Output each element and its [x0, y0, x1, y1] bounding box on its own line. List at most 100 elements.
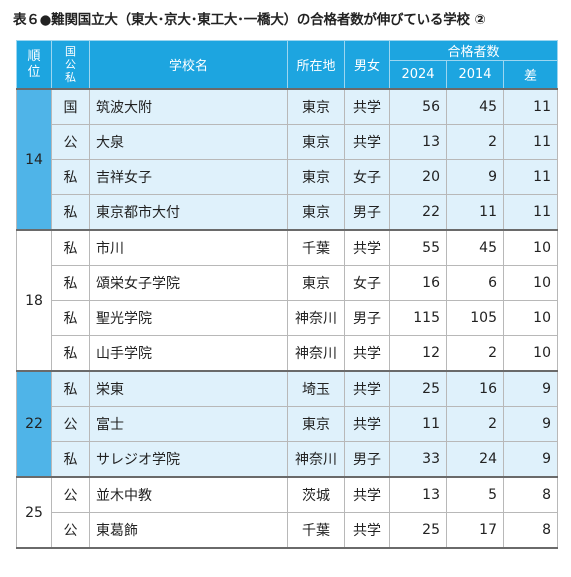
type-cell: 公 — [51, 476, 90, 513]
count-2024-cell: 13 — [389, 476, 447, 513]
gender-cell: 共学 — [344, 512, 390, 549]
diff-cell: 9 — [503, 370, 558, 407]
type-cell: 公 — [51, 124, 90, 160]
school-name-cell: サレジオ学院 — [89, 441, 288, 478]
type-cell: 私 — [51, 229, 90, 266]
type-cell: 私 — [51, 335, 90, 372]
school-name-cell: 山手学院 — [89, 335, 288, 372]
count-2014-cell: 2 — [446, 335, 504, 372]
location-cell: 東京 — [287, 265, 345, 301]
type-cell: 私 — [51, 194, 90, 231]
gender-cell: 男子 — [344, 194, 390, 231]
count-2024-cell: 13 — [389, 124, 447, 160]
count-2014-cell: 105 — [446, 300, 504, 336]
diff-cell: 11 — [503, 124, 558, 160]
type-cell: 私 — [51, 159, 90, 195]
count-2024-cell: 16 — [389, 265, 447, 301]
diff-cell: 10 — [503, 300, 558, 336]
location-cell: 千葉 — [287, 512, 345, 549]
rank-group: 22 私 栄東 埼玉 共学 25 16 9 公富士 東京 共学 11 2 9 私サレジオ学院 神奈川 男子 33 2… — [16, 370, 558, 478]
count-2014-cell: 17 — [446, 512, 504, 549]
type-cell: 私 — [51, 300, 90, 336]
location-cell: 神奈川 — [287, 441, 345, 478]
school-name-cell: 頌栄女子学院 — [89, 265, 288, 301]
location-cell: 東京 — [287, 406, 345, 442]
rank-cell: 25 — [16, 476, 52, 549]
results-table: 順位 国公私 学校名 所在地 男女 合格者数 2024 2014 差 14 国筑波… — [16, 40, 558, 549]
table-row: 私頌栄女子学院 東京 女子 16 6 10 — [17, 265, 558, 301]
location-cell: 東京 — [287, 194, 345, 231]
count-2024-cell: 55 — [389, 229, 447, 266]
gender-cell: 女子 — [344, 265, 390, 301]
table-row: 私聖光学院 神奈川 男子 115 105 10 — [17, 300, 558, 336]
location-cell: 神奈川 — [287, 300, 345, 336]
count-2014-cell: 11 — [446, 194, 504, 231]
location-cell: 千葉 — [287, 229, 345, 266]
header-rank: 順位 — [16, 40, 52, 90]
diff-cell: 9 — [503, 406, 558, 442]
school-name-cell: 筑波大附 — [89, 88, 288, 125]
gender-cell: 男子 — [344, 300, 390, 336]
location-cell: 東京 — [287, 159, 345, 195]
location-cell: 茨城 — [287, 476, 345, 513]
count-2024-cell: 33 — [389, 441, 447, 478]
table-row: 公富士 東京 共学 11 2 9 — [17, 406, 558, 442]
count-2024-cell: 25 — [389, 370, 447, 407]
gender-cell: 共学 — [344, 229, 390, 266]
type-cell: 国 — [51, 88, 90, 125]
header-gender: 男女 — [344, 40, 390, 90]
diff-cell: 8 — [503, 476, 558, 513]
table-row: 22 私 栄東 埼玉 共学 25 16 9 — [16, 370, 558, 478]
diff-cell: 11 — [503, 194, 558, 231]
school-name-cell: 東京都市大付 — [89, 194, 288, 231]
page-title: 表６●難関国立大（東大･京大･東工大･一橋大）の合格者数が伸びている学校 ② — [13, 12, 486, 28]
diff-cell: 8 — [503, 512, 558, 549]
diff-cell: 11 — [503, 159, 558, 195]
count-2024-cell: 56 — [389, 88, 447, 125]
header-type: 国公私 — [51, 40, 90, 90]
diff-cell: 11 — [503, 88, 558, 125]
count-2014-cell: 9 — [446, 159, 504, 195]
count-2014-cell: 45 — [446, 88, 504, 125]
type-cell: 私 — [51, 441, 90, 478]
diff-cell: 10 — [503, 265, 558, 301]
school-name-cell: 市川 — [89, 229, 288, 266]
rank-group: 14 国筑波大附 東京 共学 56 45 11 公大泉 東京 共学 13 2 11 私吉祥女子 東京 女子 20… — [16, 88, 558, 231]
count-2024-cell: 25 — [389, 512, 447, 549]
rank-group: 18 私市川 千葉 共学 55 45 10 私頌栄女子学院 東京 女子 16 6 10 私聖光学院 神奈川男… — [16, 229, 558, 372]
gender-cell: 共学 — [344, 476, 390, 513]
type-cell: 公 — [51, 512, 90, 549]
type-cell: 公 — [51, 406, 90, 442]
table-row: 公東葛飾 千葉 共学 25 17 8 — [17, 512, 558, 549]
count-2014-cell: 2 — [446, 124, 504, 160]
gender-cell: 共学 — [344, 335, 390, 372]
location-cell: 埼玉 — [287, 370, 345, 407]
table-row: 公大泉 東京 共学 13 2 11 — [17, 124, 558, 160]
table-row: 25 公並木中教 茨城 共学 13 5 8 — [16, 476, 558, 549]
header-location: 所在地 — [287, 40, 345, 90]
header-count-group: 合格者数 — [389, 40, 558, 61]
school-name-cell: 栄東 — [89, 370, 288, 407]
count-2014-cell: 16 — [446, 370, 504, 407]
table-row: 14 国筑波大附 東京 共学 56 45 11 — [16, 88, 558, 231]
rank-cell: 22 — [16, 370, 52, 478]
rank-group: 25 公並木中教 茨城 共学 13 5 8 公東葛飾 千葉 共学 25 17 8 — [16, 476, 558, 549]
header-year-2024: 2024 — [389, 60, 447, 90]
location-cell: 東京 — [287, 88, 345, 125]
count-2014-cell: 24 — [446, 441, 504, 478]
school-name-cell: 大泉 — [89, 124, 288, 160]
count-2014-cell: 2 — [446, 406, 504, 442]
location-cell: 東京 — [287, 124, 345, 160]
gender-cell: 女子 — [344, 159, 390, 195]
table-row: 私サレジオ学院 神奈川 男子 33 24 9 — [17, 441, 558, 478]
table-row: 18 私市川 千葉 共学 55 45 10 — [16, 229, 558, 372]
header-school: 学校名 — [89, 40, 288, 90]
location-cell: 神奈川 — [287, 335, 345, 372]
gender-cell: 共学 — [344, 88, 390, 125]
gender-cell: 共学 — [344, 124, 390, 160]
gender-cell: 共学 — [344, 406, 390, 442]
header-diff: 差 — [503, 60, 558, 90]
gender-cell: 共学 — [344, 370, 390, 407]
header-year-2014: 2014 — [446, 60, 504, 90]
count-2024-cell: 115 — [389, 300, 447, 336]
